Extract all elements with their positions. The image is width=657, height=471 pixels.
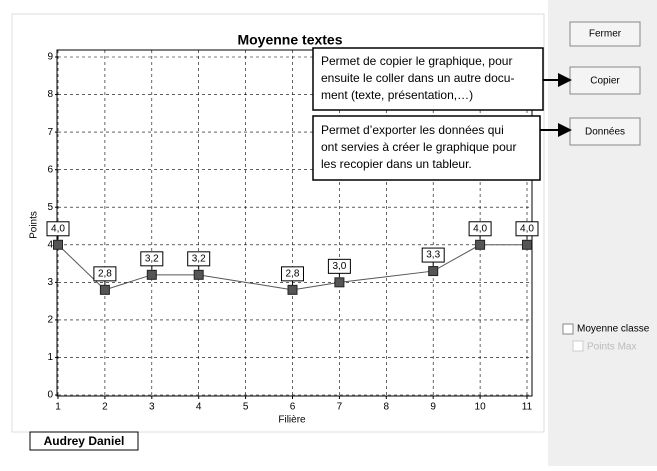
value-label-box [46,221,70,237]
value-label: 4,0 [520,223,534,234]
value-label-box [515,221,539,237]
value-label-box [140,251,164,267]
x-tick-label: 2 [102,402,108,413]
chart-frame [11,13,545,433]
x-axis-label: Filière [278,415,306,426]
close-button[interactable]: Fermer [569,21,641,47]
y-tick-label: 2 [47,315,53,326]
data-button[interactable]: Données [569,117,641,146]
callout-text: ensuite le coller dans un autre docu- [321,71,514,85]
x-tick-label: 11 [522,402,533,413]
point [428,266,439,277]
x-tick-label: 7 [337,402,343,413]
y-axis-label: Points [29,211,40,239]
value-label-box [468,221,492,237]
student-name: Audrey Daniel [44,434,125,448]
callout-text: les recopier dans un tableur. [321,157,472,171]
y-tick-label: 8 [47,89,53,100]
checkbox[interactable] [562,323,574,335]
value-label: 3,2 [145,253,159,264]
value-label-box [421,247,445,263]
point [334,277,345,288]
x-tick-label: 8 [384,402,390,413]
checkbox-label: Moyenne classe [577,324,650,335]
checkbox[interactable] [572,340,584,352]
value-label-box [93,266,117,282]
point [53,239,63,250]
copy-button[interactable]: Copier [569,66,641,95]
y-tick-label: 1 [47,352,53,363]
point [193,269,204,280]
y-tick-label: 9 [47,52,53,63]
y-tick-label: 4 [47,239,53,250]
y-tick-label: 3 [47,277,53,288]
point [146,269,157,280]
value-label-box [281,266,304,282]
y-tick-label: 5 [47,202,53,213]
callout-text: ont servies à créer le graphique pour [321,140,516,154]
x-tick-label: 10 [475,402,487,413]
button-label: Fermer [589,29,622,40]
x-tick-label: 9 [430,402,436,413]
button-label: Copier [590,76,620,87]
value-label: 3,3 [426,250,440,261]
y-tick-label: 0 [47,390,53,401]
x-tick-label: 4 [196,402,202,413]
x-tick-label: 1 [55,402,61,413]
point [287,284,298,295]
button-label: Données [585,127,625,138]
arrow [543,73,572,87]
value-label: 4,0 [51,223,65,234]
callout-text: Permet d’exporter les données qui [321,123,504,137]
point [99,284,110,295]
value-label: 2,8 [98,268,112,279]
value-label: 4,0 [473,223,487,234]
value-label-box [327,258,351,274]
value-label: 3,0 [332,261,346,272]
callout-text: Permet de copier le graphique, pour [321,54,512,68]
x-tick-label: 3 [149,402,155,413]
arrow [540,123,572,137]
value-label-box [187,251,211,267]
callout-box [312,115,541,181]
student-box [29,431,139,451]
value-label: 2,8 [286,268,300,279]
x-tick-label: 6 [290,402,296,413]
checkbox-label: Points Max [587,342,636,353]
chart-title: Moyenne textes [237,32,342,48]
callout-box [312,47,544,111]
y-tick-label: 7 [47,127,53,138]
y-tick-label: 6 [47,164,53,175]
x-tick-label: 5 [243,402,249,413]
point [475,239,486,250]
callout-text: ment (texte, présentation,…) [321,88,473,102]
point [522,239,532,250]
value-label: 3,2 [192,253,206,264]
